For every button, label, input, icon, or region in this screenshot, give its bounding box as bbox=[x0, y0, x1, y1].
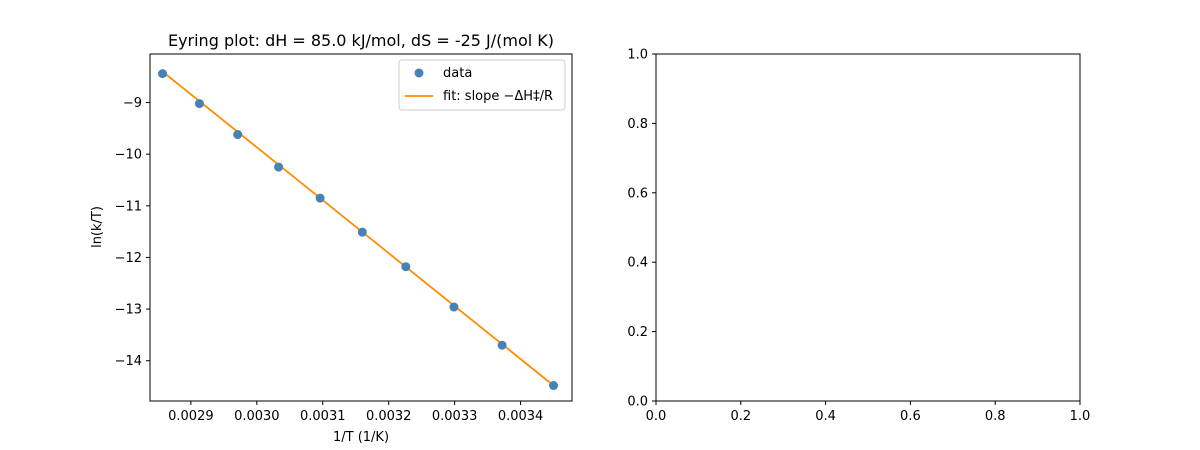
legend-label-data: data bbox=[443, 66, 472, 81]
y-tick-label: −11 bbox=[115, 199, 142, 214]
y-tick-label: −13 bbox=[115, 303, 142, 318]
y-tick-label: −10 bbox=[115, 148, 142, 163]
y-tick-label: 0.2 bbox=[627, 325, 648, 340]
x-axis-label: 1/T (1/K) bbox=[333, 430, 389, 445]
eyring-chart: Eyring plot: dH = 85.0 kJ/mol, dS = -25 … bbox=[90, 31, 573, 445]
fit-line bbox=[161, 70, 555, 387]
y-tick-label: −14 bbox=[115, 354, 142, 369]
legend-label-fit: fit: slope −ΔH‡/R bbox=[443, 89, 553, 104]
data-point bbox=[315, 193, 325, 203]
x-tick-label: 0.0033 bbox=[432, 409, 478, 424]
data-point bbox=[194, 99, 204, 109]
x-tick-label: 0.0029 bbox=[168, 409, 214, 424]
series-layer bbox=[158, 69, 559, 391]
plot-frame bbox=[149, 53, 573, 402]
data-point bbox=[401, 262, 411, 272]
data-point bbox=[549, 381, 559, 391]
x-tick-label: 0.0031 bbox=[300, 409, 346, 424]
x-axis-ticks: 0.0029 0.0030 0.0031 0.0032 0.0033 0.0034 bbox=[168, 401, 543, 424]
data-point bbox=[274, 162, 284, 172]
y-axis-ticks: −9 −10 −11 −12 −13 −14 bbox=[115, 96, 150, 369]
legend: data fit: slope −ΔH‡/R bbox=[398, 59, 566, 111]
y-tick-label: 0.6 bbox=[627, 186, 648, 201]
data-point bbox=[158, 69, 168, 79]
x-tick-label: 0.8 bbox=[985, 409, 1006, 424]
x-tick-label: 0.0 bbox=[646, 409, 667, 424]
x-tick-label: 1.0 bbox=[1070, 409, 1091, 424]
x-tick-label: 0.0030 bbox=[234, 409, 280, 424]
y-tick-label: 0.8 bbox=[627, 117, 648, 132]
y-tick-label: 0.0 bbox=[627, 395, 648, 410]
x-tick-label: 0.6 bbox=[900, 409, 921, 424]
y-tick-label: 1.0 bbox=[627, 48, 648, 63]
data-point bbox=[357, 227, 367, 237]
y-tick-label: −9 bbox=[123, 96, 142, 111]
data-point bbox=[449, 302, 459, 312]
data-point bbox=[497, 340, 507, 350]
legend-box bbox=[398, 59, 566, 111]
x-tick-label: 0.4 bbox=[815, 409, 836, 424]
y-tick-label: 0.4 bbox=[627, 256, 648, 271]
y-axis-ticks: 0.0 0.2 0.4 0.6 0.8 1.0 bbox=[627, 48, 656, 410]
x-tick-label: 0.0034 bbox=[498, 409, 544, 424]
chart-title: Eyring plot: dH = 85.0 kJ/mol, dS = -25 … bbox=[168, 31, 554, 50]
plot-frame bbox=[655, 53, 1081, 402]
x-tick-label: 0.0032 bbox=[366, 409, 412, 424]
data-point bbox=[233, 130, 243, 140]
legend-marker-data bbox=[414, 68, 424, 78]
x-tick-label: 0.2 bbox=[730, 409, 751, 424]
x-axis-ticks: 0.0 0.2 0.4 0.6 0.8 1.0 bbox=[646, 401, 1091, 424]
y-tick-label: −12 bbox=[115, 251, 142, 266]
empty-chart: 0.0 0.2 0.4 0.6 0.8 1.0 0.0 0.2 0.4 0.6 0.8 1.0 bbox=[627, 48, 1090, 425]
y-axis-label: ln(k/T) bbox=[90, 206, 105, 248]
